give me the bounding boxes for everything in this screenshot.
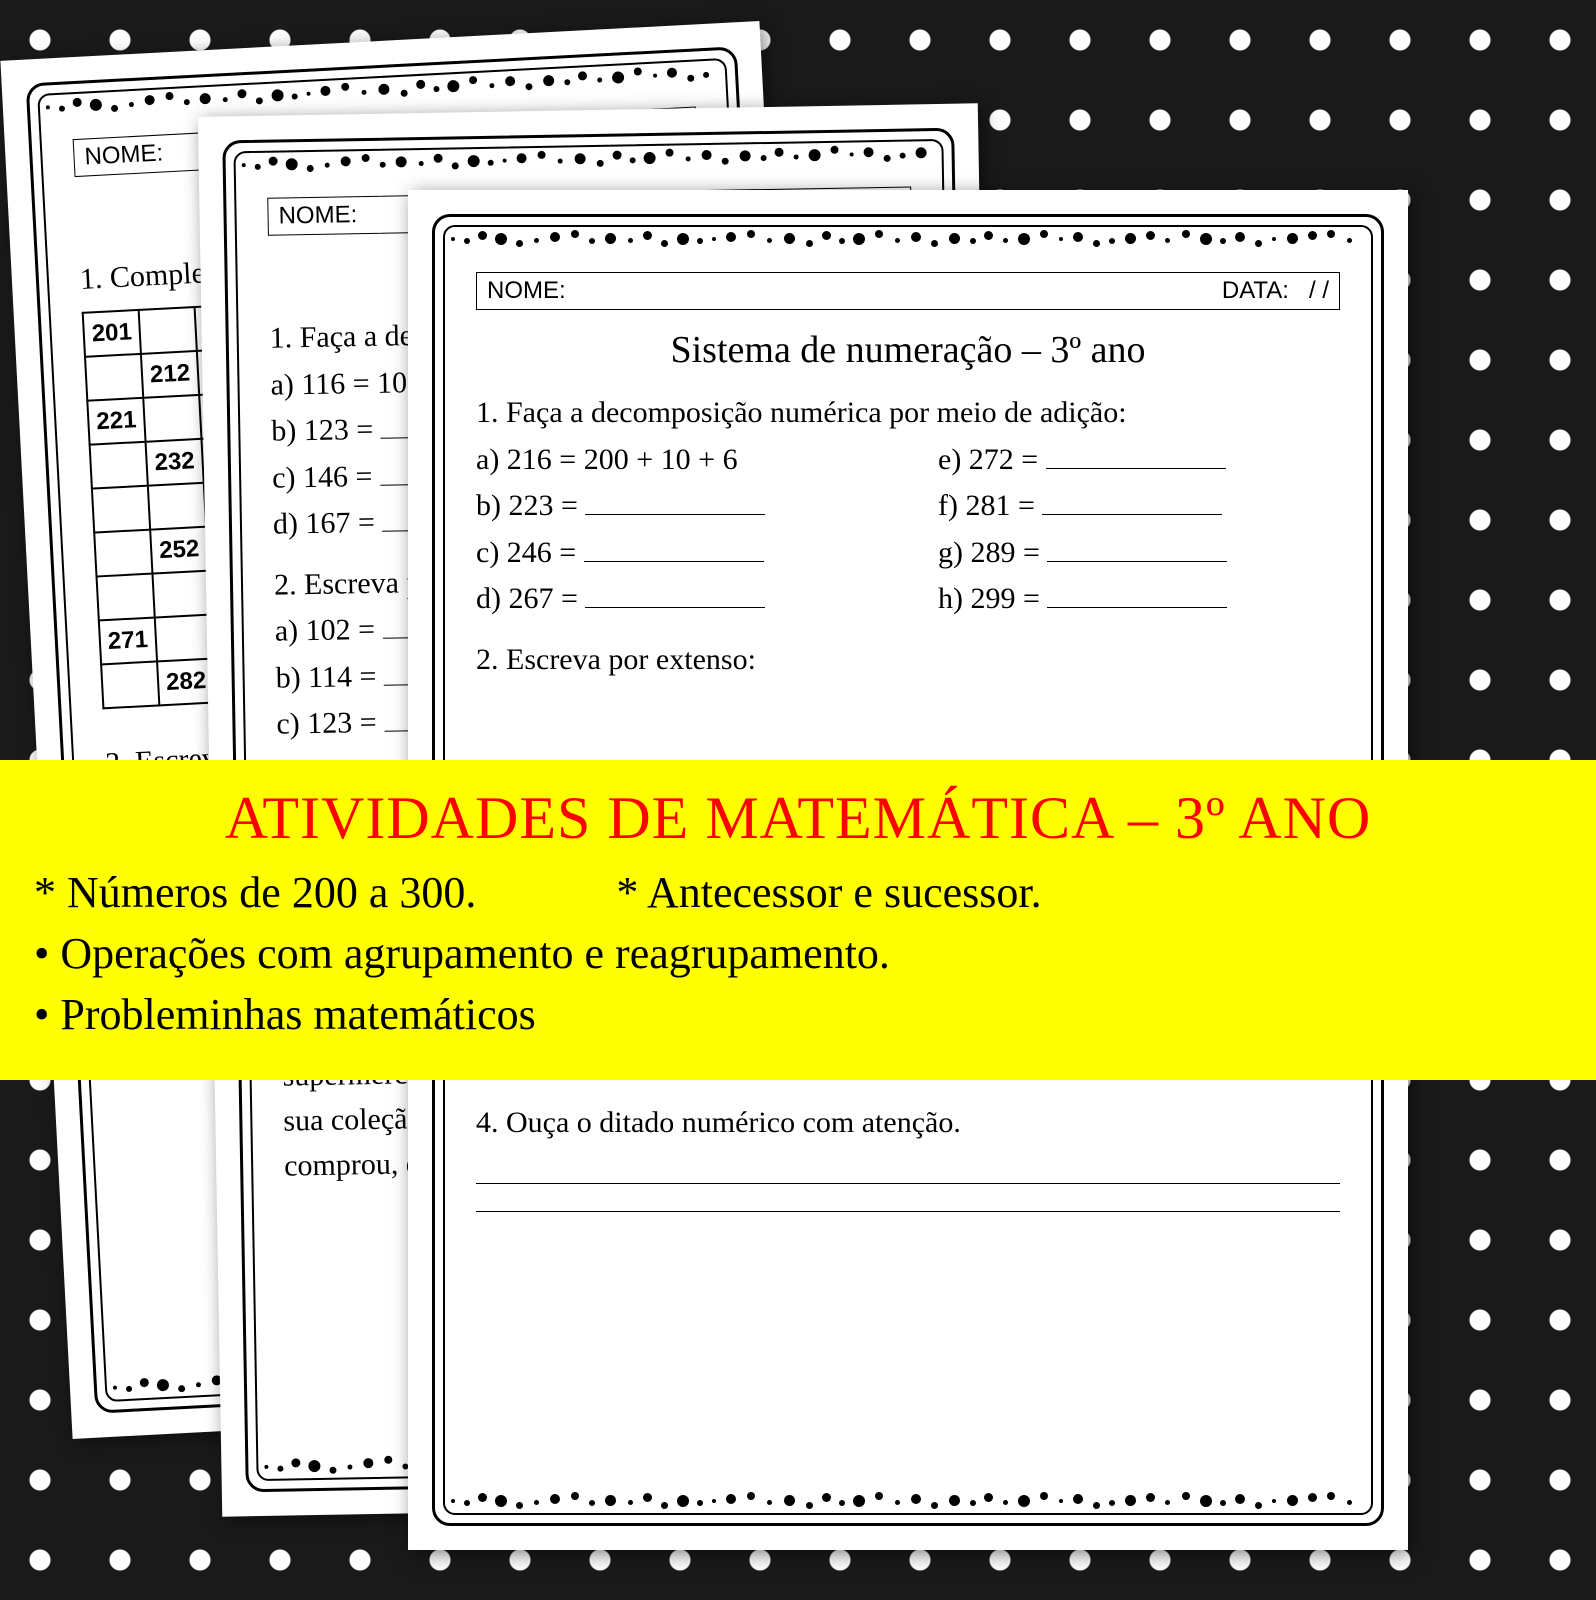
date-value: / / — [1309, 277, 1329, 305]
table-cell: 212 — [141, 350, 199, 397]
date-label: DATA: — [1222, 277, 1289, 305]
table-cell — [101, 661, 159, 708]
question-1-right-col: e) 272 = f) 281 = g) 289 = h) 299 = — [938, 437, 1340, 623]
table-cell — [143, 394, 201, 441]
name-label: NOME: — [487, 277, 566, 305]
list-item: g) 289 = — [938, 530, 1340, 577]
question-1-left-col: a) 216 = 200 + 10 + 6b) 223 = c) 246 = d… — [476, 437, 878, 623]
table-cell — [92, 485, 150, 532]
table-cell — [94, 529, 152, 576]
table-cell: 252 — [150, 526, 208, 573]
question-1: 1. Faça a decomposição numérica por meio… — [476, 390, 1340, 437]
banner-bullet-4: • Probleminhas matemáticos — [34, 989, 1562, 1040]
list-item: f) 281 = — [938, 483, 1340, 530]
promo-banner: ATIVIDADES DE MATEMÁTICA – 3º ANO * Núme… — [0, 760, 1596, 1080]
question-4: 4. Ouça o ditado numérico com atenção. — [476, 1100, 1340, 1147]
table-cell: 232 — [146, 438, 204, 485]
list-item: e) 272 = — [938, 437, 1340, 484]
banner-bullet-3: • Operações com agrupamento e reagrupame… — [34, 928, 1562, 979]
table-cell: 221 — [87, 397, 145, 444]
banner-bullet-1: * Números de 200 a 300. — [34, 867, 476, 918]
banner-title: ATIVIDADES DE MATEMÁTICA – 3º ANO — [34, 784, 1562, 853]
table-cell: 271 — [99, 617, 157, 664]
table-cell — [155, 614, 213, 661]
question-2: 2. Escreva por extenso: — [476, 637, 1340, 684]
worksheet-title: Sistema de numeração – 3º ano — [476, 328, 1340, 372]
table-cell — [90, 441, 148, 488]
list-item: h) 299 = — [938, 576, 1340, 623]
name-field-row: NOME: DATA: / / — [476, 272, 1340, 310]
name-label: NOME: — [84, 139, 164, 171]
list-item: b) 223 = — [476, 483, 878, 530]
table-cell — [148, 482, 206, 529]
name-label: NOME: — [278, 201, 357, 230]
table-cell — [85, 353, 143, 400]
answer-lines — [476, 1156, 1340, 1212]
table-cell — [97, 573, 155, 620]
banner-bullet-2: * Antecessor e sucessor. — [616, 867, 1041, 918]
table-cell — [139, 307, 197, 354]
list-item: a) 216 = 200 + 10 + 6 — [476, 437, 878, 484]
table-cell — [152, 570, 210, 617]
table-cell: 201 — [83, 309, 141, 356]
list-item: c) 246 = — [476, 530, 878, 577]
list-item: d) 267 = — [476, 576, 878, 623]
